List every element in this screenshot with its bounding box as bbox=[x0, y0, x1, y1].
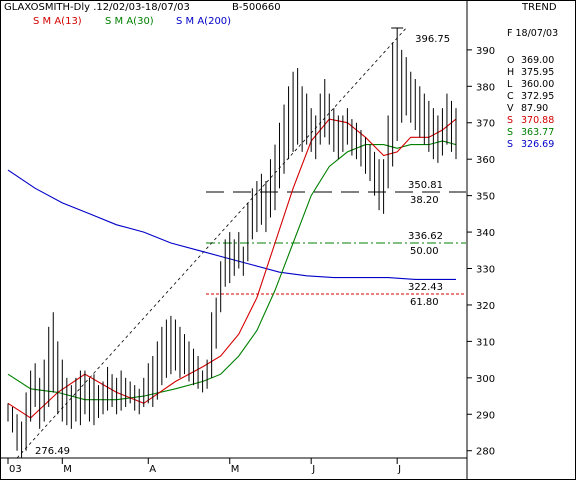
y-tick-label: 320 bbox=[476, 301, 495, 312]
x-tick-label: M bbox=[63, 464, 72, 475]
panel-row-value: 370.88 bbox=[521, 115, 555, 126]
panel-row-key: S bbox=[507, 115, 514, 126]
y-tick-label: 300 bbox=[476, 374, 495, 385]
panel-row-key: O bbox=[507, 55, 515, 66]
panel-row: S 370.88 bbox=[507, 115, 554, 126]
chart-title: GLAXOSMITH-Dly .12/02/03-18/07/03 bbox=[4, 2, 190, 13]
panel-row-key: L bbox=[507, 79, 513, 90]
x-tick-label: 03 bbox=[9, 464, 22, 475]
y-tick-label: 310 bbox=[476, 337, 495, 348]
panel-row-value: 360.00 bbox=[521, 79, 555, 90]
panel-row-value: 87.90 bbox=[521, 103, 549, 114]
legend-sma200: S M A(200) bbox=[176, 16, 232, 27]
fib-level-value: 322.43 bbox=[408, 282, 443, 293]
panel-row-value: 375.95 bbox=[521, 67, 555, 78]
panel-row-key: H bbox=[507, 67, 515, 78]
panel-row-value: 326.69 bbox=[521, 139, 555, 150]
x-tick-label: J bbox=[397, 464, 401, 475]
y-tick-label: 370 bbox=[476, 119, 495, 130]
trendline bbox=[16, 27, 407, 459]
fib-level-percent: 61.80 bbox=[410, 297, 439, 308]
legend-sma13: S M A(13) bbox=[33, 16, 82, 27]
y-tick-label: 350 bbox=[476, 192, 495, 203]
panel-row: V 87.90 bbox=[507, 103, 548, 114]
panel-row-value: 363.77 bbox=[521, 127, 555, 138]
panel-row: O 369.00 bbox=[507, 55, 554, 66]
sma13-line bbox=[7, 118, 457, 419]
panel-row-value: 372.95 bbox=[521, 91, 555, 102]
panel-row: H 375.95 bbox=[507, 67, 554, 78]
panel-row: S 326.69 bbox=[507, 139, 554, 150]
y-tick-label: 390 bbox=[476, 46, 495, 57]
legend-sma30: S M A(30) bbox=[105, 16, 154, 27]
price-annotation: 276.49 bbox=[35, 446, 70, 457]
price-annotation: 396.75 bbox=[415, 34, 450, 45]
fib-level-value: 336.62 bbox=[408, 231, 443, 242]
panel-row: S 363.77 bbox=[507, 127, 554, 138]
trend-label: TREND bbox=[522, 2, 557, 13]
panel-row-key: S bbox=[507, 139, 514, 150]
y-tick-label: 360 bbox=[476, 155, 495, 166]
y-tick-label: 380 bbox=[476, 82, 495, 93]
panel-row: C 372.95 bbox=[507, 91, 554, 102]
panel-date: F 18/07/03 bbox=[507, 28, 559, 39]
panel-row-key: S bbox=[507, 127, 514, 138]
panel-row-key: V bbox=[507, 103, 514, 114]
scrip-code: B-500660 bbox=[232, 2, 281, 13]
x-tick-label: A bbox=[149, 464, 156, 475]
sma200-line bbox=[7, 169, 456, 280]
fib-level-percent: 50.00 bbox=[410, 246, 439, 257]
sma30-line bbox=[7, 140, 457, 401]
x-tick-label: M bbox=[231, 464, 240, 475]
fib-level-value: 350.81 bbox=[408, 180, 443, 191]
y-tick-label: 290 bbox=[476, 410, 495, 421]
y-tick-label: 280 bbox=[476, 447, 495, 458]
fib-level-percent: 38.20 bbox=[410, 195, 439, 206]
panel-row-key: C bbox=[507, 91, 514, 102]
x-tick-label: J bbox=[311, 464, 315, 475]
panel-row: L 360.00 bbox=[507, 79, 554, 90]
panel-row-value: 369.00 bbox=[521, 55, 555, 66]
y-tick-label: 340 bbox=[476, 228, 495, 239]
y-tick-label: 330 bbox=[476, 265, 495, 276]
